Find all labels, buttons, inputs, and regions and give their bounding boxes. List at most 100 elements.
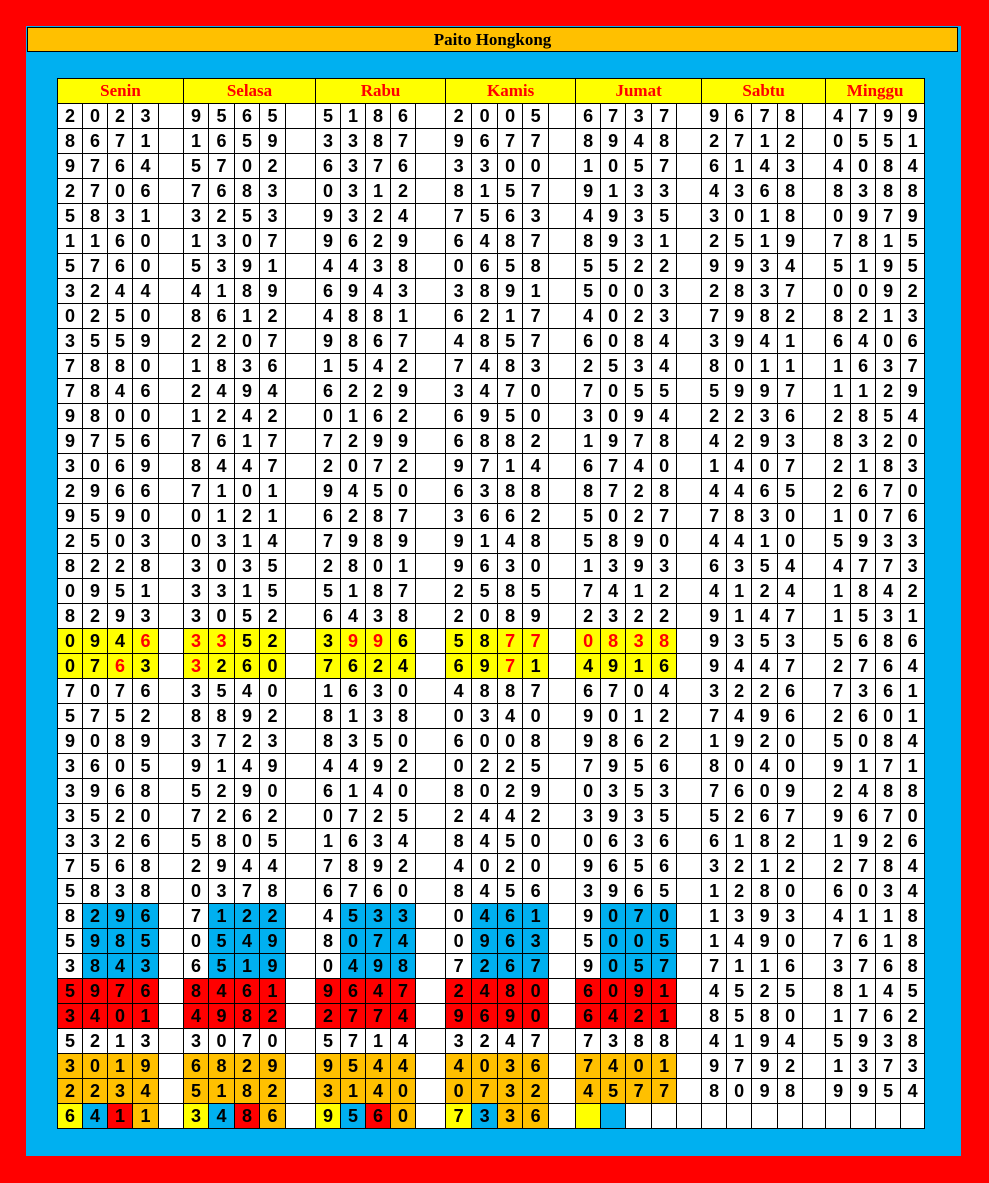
digit-cell: 0 bbox=[390, 478, 417, 504]
digit-cell: 7 bbox=[600, 678, 627, 704]
digit-cell: 2 bbox=[825, 853, 852, 879]
spacer-cell bbox=[802, 928, 827, 954]
digit-cell: 8 bbox=[751, 303, 779, 329]
digit-cell: 4 bbox=[726, 653, 753, 679]
digit-cell: 6 bbox=[497, 953, 524, 979]
spacer-cell bbox=[548, 403, 577, 429]
digit-cell: 9 bbox=[522, 778, 550, 804]
digit-cell: 7 bbox=[340, 1028, 367, 1054]
digit-cell: 2 bbox=[751, 728, 779, 754]
digit-cell: 8 bbox=[875, 728, 902, 754]
digit-cell: 9 bbox=[751, 1053, 779, 1079]
digit-cell: 4 bbox=[497, 703, 524, 729]
digit-cell: 5 bbox=[234, 603, 260, 629]
digit-cell: 2 bbox=[522, 428, 550, 454]
digit-cell: 8 bbox=[208, 353, 235, 379]
digit-cell: 3 bbox=[107, 203, 133, 229]
spacer-cell bbox=[802, 1078, 827, 1104]
digit-cell: 7 bbox=[777, 603, 804, 629]
digit-cell: 8 bbox=[726, 278, 753, 304]
digit-cell: 0 bbox=[575, 828, 602, 854]
spacer-cell bbox=[548, 553, 577, 579]
digit-cell: 1 bbox=[701, 728, 728, 754]
digit-cell: 7 bbox=[575, 1053, 602, 1079]
digit-cell: 9 bbox=[726, 253, 753, 279]
digit-cell: 5 bbox=[701, 803, 728, 829]
digit-cell: 1 bbox=[850, 903, 877, 929]
digit-cell: 7 bbox=[825, 928, 852, 954]
digit-cell: 9 bbox=[850, 528, 877, 554]
digit-cell: 1 bbox=[751, 228, 779, 254]
digit-cell: 4 bbox=[625, 128, 653, 154]
digit-cell: 5 bbox=[777, 978, 804, 1004]
digit-cell: 9 bbox=[751, 378, 779, 404]
digit-cell: 6 bbox=[234, 803, 260, 829]
digit-cell: 9 bbox=[445, 553, 473, 579]
digit-cell: 2 bbox=[726, 403, 753, 429]
digit-cell: 0 bbox=[234, 153, 260, 179]
digit-cell: 3 bbox=[340, 128, 367, 154]
digit-cell: 8 bbox=[82, 378, 108, 404]
digit-cell: 5 bbox=[625, 378, 653, 404]
day-header-kamis: Kamis bbox=[445, 78, 577, 104]
digit-cell: 1 bbox=[132, 203, 159, 229]
digit-cell: 8 bbox=[651, 428, 678, 454]
spacer-cell bbox=[415, 1028, 447, 1054]
digit-cell: 3 bbox=[82, 828, 108, 854]
digit-cell: 5 bbox=[625, 953, 653, 979]
digit-cell: 5 bbox=[390, 803, 417, 829]
spacer-cell bbox=[158, 228, 184, 254]
digit-cell: 5 bbox=[82, 328, 108, 354]
digit-cell: 8 bbox=[82, 953, 108, 979]
digit-cell: 4 bbox=[777, 253, 804, 279]
digit-cell: 8 bbox=[875, 853, 902, 879]
digit-cell: 4 bbox=[390, 1053, 417, 1079]
digit-cell: 3 bbox=[751, 503, 779, 529]
digit-cell: 0 bbox=[57, 653, 83, 679]
digit-cell: 5 bbox=[651, 203, 678, 229]
digit-cell: 5 bbox=[340, 1103, 367, 1129]
digit-cell: 3 bbox=[726, 628, 753, 654]
digit-cell: 3 bbox=[651, 178, 678, 204]
digit-cell: 1 bbox=[471, 528, 499, 554]
digit-cell: 7 bbox=[183, 428, 209, 454]
digit-cell: 2 bbox=[107, 803, 133, 829]
digit-cell: 3 bbox=[625, 228, 653, 254]
digit-cell: 7 bbox=[471, 453, 499, 479]
digit-cell: 1 bbox=[107, 1028, 133, 1054]
digit-cell: 8 bbox=[340, 303, 367, 329]
spacer-cell bbox=[284, 878, 317, 904]
digit-cell: 8 bbox=[208, 703, 235, 729]
spacer-cell bbox=[158, 303, 184, 329]
digit-cell: 2 bbox=[82, 903, 108, 929]
digit-cell: 4 bbox=[315, 303, 342, 329]
digit-cell: 2 bbox=[875, 828, 902, 854]
spacer-cell bbox=[676, 828, 703, 854]
digit-cell: 7 bbox=[183, 903, 209, 929]
digit-cell: 4 bbox=[777, 578, 804, 604]
digit-cell: 8 bbox=[777, 1078, 804, 1104]
digit-cell: 2 bbox=[522, 503, 550, 529]
digit-cell: 3 bbox=[850, 678, 877, 704]
digit-cell: 9 bbox=[445, 128, 473, 154]
digit-cell: 8 bbox=[340, 553, 367, 579]
spacer-cell bbox=[415, 953, 447, 979]
digit-cell: 0 bbox=[522, 378, 550, 404]
digit-cell: 0 bbox=[777, 878, 804, 904]
digit-cell: 7 bbox=[850, 853, 877, 879]
spacer-cell bbox=[284, 803, 317, 829]
digit-cell: 3 bbox=[365, 903, 392, 929]
digit-cell: 7 bbox=[259, 228, 286, 254]
spacer-cell bbox=[158, 978, 184, 1004]
digit-cell: 9 bbox=[726, 378, 753, 404]
spacer-cell bbox=[548, 803, 577, 829]
digit-cell: 9 bbox=[751, 1078, 779, 1104]
